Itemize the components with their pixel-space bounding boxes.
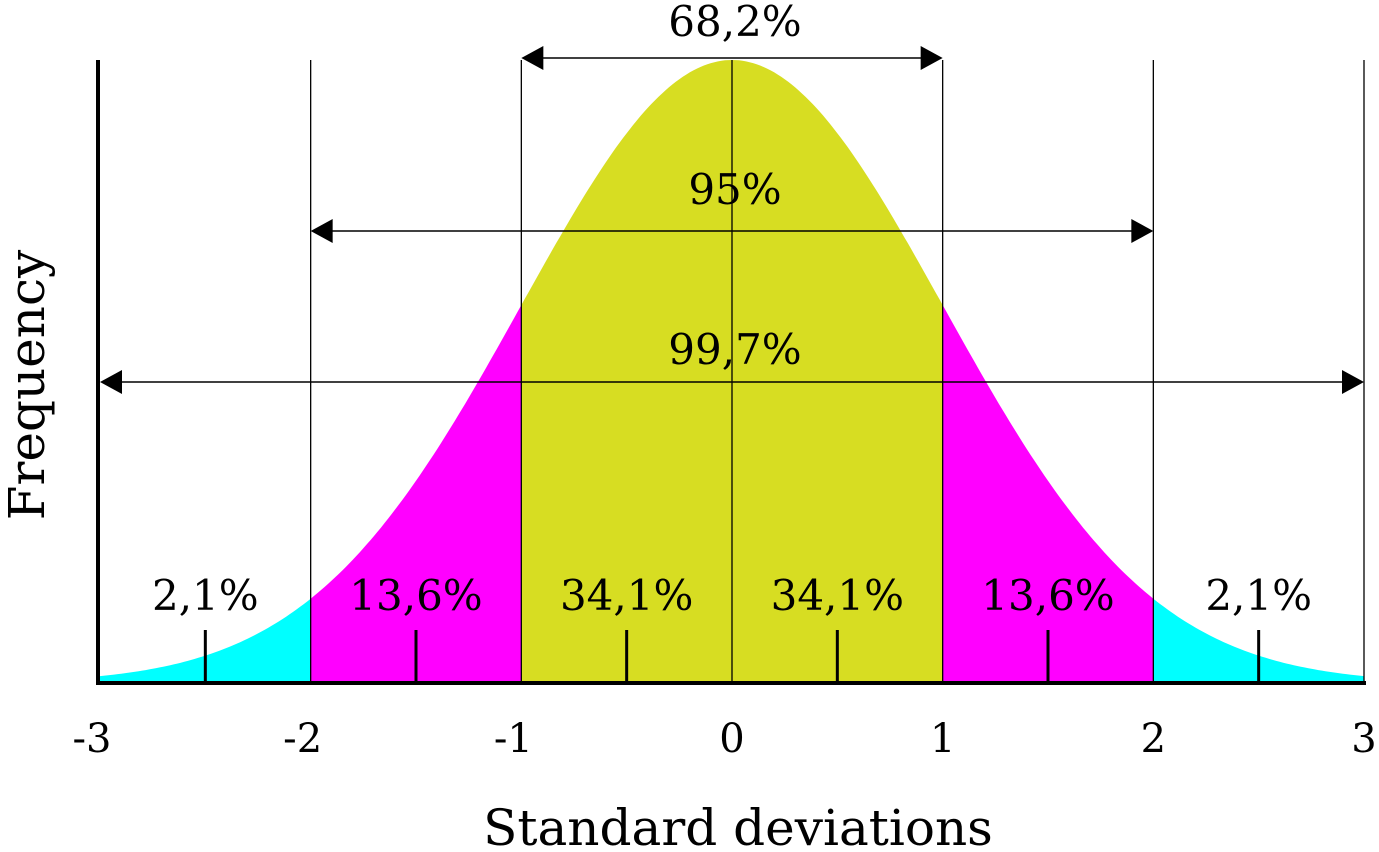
- range-arrow-2: 95%: [310, 165, 1154, 243]
- range-arrow-head-left: [521, 46, 544, 70]
- y-axis-title: Frequency: [0, 249, 56, 520]
- segment-label-5: 13,6%: [981, 571, 1114, 620]
- x-tick-labels: -3 -2 -1 0 1 2 3: [73, 716, 1377, 762]
- range-arrow-head-right: [1342, 370, 1364, 394]
- segment-fill-1: [100, 598, 311, 683]
- segment-label-4: 34,1%: [771, 571, 904, 620]
- x-axis-ticks: [203, 630, 1261, 683]
- range-arrows: 68,2% 95% 99,7%: [100, 0, 1364, 394]
- x-tick-label--3: -3: [73, 716, 112, 762]
- range-arrow-head-left: [310, 219, 333, 243]
- curve-fill-regions: [100, 60, 1364, 683]
- segment-label-3: 34,1%: [560, 571, 693, 620]
- x-tick-label-1: 1: [930, 716, 955, 762]
- range-label-1: 68,2%: [668, 0, 801, 46]
- sigma-grid-lines: [310, 60, 1365, 683]
- segment-fill-4: [732, 60, 943, 683]
- x-axis-title: Standard deviations: [483, 799, 993, 852]
- range-arrow-head-right: [1131, 219, 1154, 243]
- segment-label-2: 13,6%: [349, 571, 482, 620]
- segment-fill-2: [310, 305, 522, 683]
- range-arrow-head-right: [920, 46, 943, 70]
- range-arrow-3: 99,7%: [100, 325, 1364, 394]
- range-label-3: 99,7%: [668, 325, 801, 374]
- x-tick-label--1: -1: [494, 716, 533, 762]
- segment-fill-5: [942, 305, 1154, 683]
- range-arrow-1: 68,2%: [521, 0, 943, 70]
- x-tick-label-2: 2: [1141, 716, 1166, 762]
- segment-label-6: 2,1%: [1205, 571, 1312, 620]
- segment-fill-6: [1153, 598, 1364, 683]
- x-tick-label-0: 0: [719, 716, 744, 762]
- x-tick-label-3: 3: [1351, 716, 1376, 762]
- x-tick-label--2: -2: [283, 716, 322, 762]
- segment-label-1: 2,1%: [152, 571, 259, 620]
- segment-labels: 2,1% 13,6% 34,1% 34,1% 13,6% 2,1%: [152, 571, 1312, 620]
- range-label-2: 95%: [688, 165, 781, 214]
- range-arrow-head-left: [100, 370, 122, 394]
- axes: [96, 60, 1366, 685]
- segment-fill-3: [521, 60, 732, 683]
